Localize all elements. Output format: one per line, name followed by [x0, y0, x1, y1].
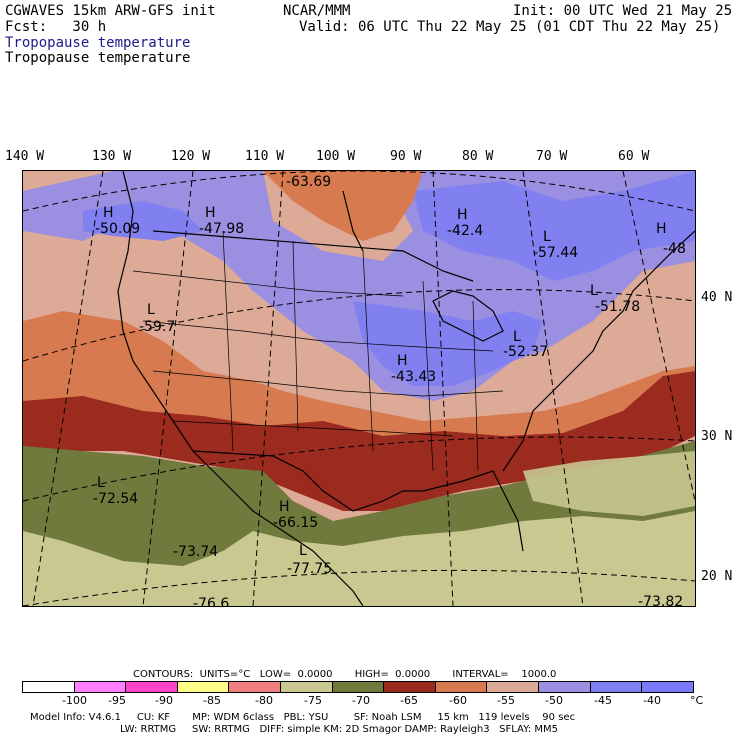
lat-label: 30 N — [701, 429, 733, 444]
label-value: -59.7 — [139, 319, 175, 335]
legend-swatch — [435, 682, 488, 692]
legend-swatch — [642, 682, 693, 692]
model-title: CGWAVES 15km ARW-GFS init — [5, 3, 216, 19]
label-value: -73.82 — [638, 594, 683, 606]
label-value: -51.78 — [595, 299, 640, 315]
legend-label: -40 — [643, 694, 661, 707]
init-time: Init: 00 UTC Wed 21 May 25 — [513, 3, 733, 19]
lon-label: 60 W — [618, 149, 650, 164]
legend-swatch — [281, 682, 333, 692]
lon-label: 120 W — [171, 149, 211, 164]
label-letter: H — [457, 207, 468, 223]
legend-label: -80 — [255, 694, 273, 707]
map-annotations: H -50.09 H -47.98 -63.69 H -42.4 L -57.4… — [93, 174, 686, 606]
lat-label: 40 N — [701, 290, 733, 305]
legend-swatch — [177, 682, 230, 692]
legend-swatch — [74, 682, 127, 692]
legend-label: -65 — [400, 694, 418, 707]
label-letter: H — [103, 205, 114, 221]
map-panel: H -50.09 H -47.98 -63.69 H -42.4 L -57.4… — [22, 170, 696, 607]
lon-label: 110 W — [245, 149, 285, 164]
legend-label: -70 — [352, 694, 370, 707]
khaki-patch-east — [523, 451, 695, 516]
legend-swatch — [23, 682, 75, 692]
lat-label: 20 N — [701, 569, 733, 584]
label-value: -76.6 — [193, 596, 229, 606]
blue-region-nw — [83, 201, 203, 241]
field-title-colored: Tropopause temperature — [5, 35, 191, 51]
coastlines — [117, 171, 695, 606]
label-value: -50.09 — [95, 221, 140, 237]
legend-swatch — [126, 682, 178, 692]
label-value: -47.98 — [199, 221, 244, 237]
legend-swatch — [487, 682, 540, 692]
label-value: -63.69 — [286, 174, 331, 190]
label-value: -73.74 — [173, 544, 218, 560]
lon-label: 70 W — [536, 149, 568, 164]
orange-lobe-north — [263, 171, 423, 241]
label-value: -48 — [663, 241, 686, 257]
label-letter: H — [397, 353, 408, 369]
label-letter: H — [205, 205, 216, 221]
label-value: -42.4 — [447, 223, 483, 239]
color-legend — [22, 681, 694, 693]
physics-info: LW: RRTMG SW: RRTMG DIFF: simple KM: 2D … — [120, 724, 559, 735]
legend-label: -95 — [108, 694, 126, 707]
field-title: Tropopause temperature — [5, 50, 191, 66]
organization: NCAR/MMM — [283, 3, 351, 19]
lon-label: 100 W — [316, 149, 356, 164]
legend-swatch — [590, 682, 643, 692]
legend-label: -90 — [155, 694, 173, 707]
lon-label: 130 W — [92, 149, 132, 164]
label-letter: L — [513, 329, 521, 345]
state-borders — [132, 230, 504, 472]
legend-swatch — [229, 682, 282, 692]
legend-label: -100 — [62, 694, 87, 707]
legend-label: -85 — [203, 694, 221, 707]
legend-label: -75 — [304, 694, 322, 707]
tropopause-map: H -50.09 H -47.98 -63.69 H -42.4 L -57.4… — [23, 171, 695, 606]
contours-info: CONTOURS: UNITS=°C LOW= 0.0000 HIGH= 0.0… — [133, 669, 557, 680]
lon-label: 90 W — [390, 149, 422, 164]
label-value: -72.54 — [93, 491, 138, 507]
valid-time: Valid: 06 UTC Thu 22 May 25 (01 CDT Thu … — [299, 19, 721, 35]
legend-unit: °C — [690, 694, 704, 707]
label-value: -43.43 — [391, 369, 436, 385]
legend-swatch — [332, 682, 385, 692]
label-value: -66.15 — [273, 515, 318, 531]
label-letter: L — [299, 543, 307, 559]
khaki-region — [23, 511, 695, 606]
label-letter: H — [656, 221, 667, 237]
legend-swatch — [384, 682, 436, 692]
label-letter: L — [590, 283, 598, 299]
blue-region-central — [353, 301, 543, 386]
lon-label: 140 W — [5, 149, 45, 164]
legend-label: -60 — [449, 694, 467, 707]
label-letter: L — [543, 229, 551, 245]
label-letter: L — [97, 475, 105, 491]
lon-label: 80 W — [462, 149, 494, 164]
label-letter: L — [147, 302, 155, 318]
label-letter: H — [279, 499, 290, 515]
model-info: Model Info: V4.6.1 CU: KF MP: WDM 6class… — [30, 712, 576, 723]
legend-swatch — [539, 682, 591, 692]
label-value: -77.75 — [287, 561, 332, 577]
legend-label: -45 — [594, 694, 612, 707]
legend-label: -50 — [545, 694, 563, 707]
graticule — [23, 171, 695, 606]
label-value: -52.37 — [503, 344, 548, 360]
blue-region-ne — [413, 171, 695, 281]
label-value: -57.44 — [533, 245, 578, 261]
forecast-hour: Fcst: 30 h — [5, 19, 107, 35]
legend-label: -55 — [497, 694, 515, 707]
